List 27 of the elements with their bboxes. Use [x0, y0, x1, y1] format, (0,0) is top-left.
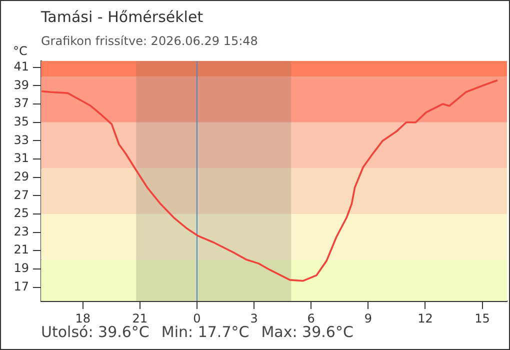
- y-tick-label: 37: [14, 96, 29, 110]
- x-tick-label: 9: [364, 311, 372, 326]
- text: Min: 17.7°C: [161, 323, 250, 341]
- y-tick-label: 29: [14, 169, 29, 184]
- x-tick-label: 3: [250, 311, 258, 326]
- y-axis-title: °C: [13, 44, 28, 58]
- y-tick-label: 33: [14, 132, 29, 147]
- chart-subtitle: Grafikon frissítve: 2026.06.29 15:48: [41, 34, 258, 48]
- y-tick-label: 27: [14, 188, 29, 202]
- x-tick-label: 6: [307, 311, 315, 326]
- y-tick-label: 39: [14, 78, 29, 92]
- y-tick-label: 41: [14, 60, 29, 74]
- y-tick-label: 23: [14, 224, 29, 238]
- text: Max: 39.6°C: [261, 323, 354, 341]
- y-tick-label: 19: [14, 261, 29, 276]
- y-tick-label: 21: [14, 242, 29, 257]
- x-tick-label: 21: [132, 311, 148, 326]
- y-tick-label: 25: [14, 206, 29, 220]
- x-tick-label: 18: [75, 311, 90, 326]
- y-tick-label: 35: [14, 114, 29, 128]
- text: Utolsó: 39.6°C: [41, 323, 150, 341]
- x-tick-label: 12: [418, 311, 433, 326]
- chart-title: Tamási - Hőmérséklet: [41, 8, 204, 26]
- y-tick-label: 17: [14, 279, 29, 294]
- y-tick-label: 31: [14, 151, 29, 166]
- x-tick-label: 0: [193, 311, 201, 326]
- x-tick-label: 15: [474, 311, 490, 326]
